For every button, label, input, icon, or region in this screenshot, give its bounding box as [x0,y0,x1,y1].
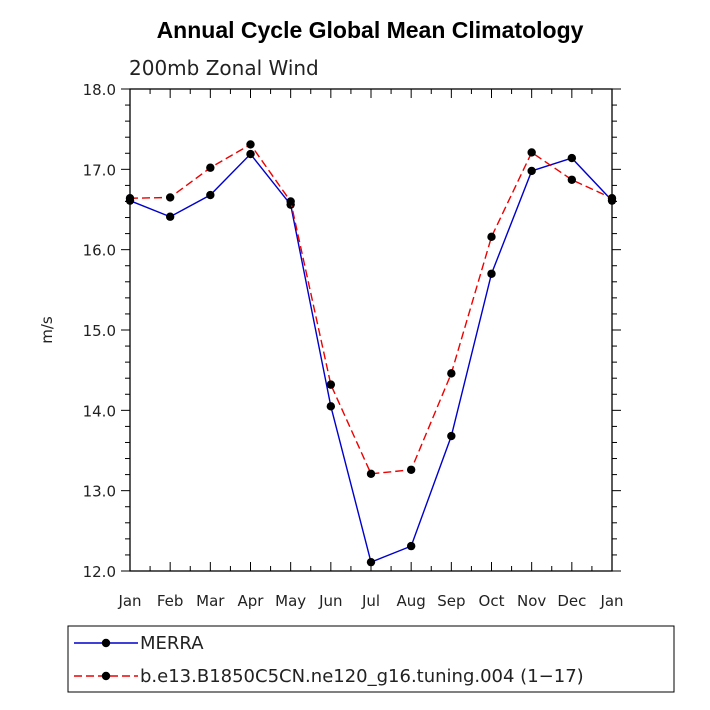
data-point [125,194,135,203]
data-point [487,269,496,278]
plot-frame [129,88,613,572]
x-tick-label: Nov [517,592,546,610]
data-point [366,557,376,567]
x-tick-label: Jun [318,592,342,610]
data-point [246,149,255,159]
legend-label: MERRA [140,633,204,654]
x-tick-label: Oct [479,592,505,610]
data-point [286,197,295,206]
series-line [129,143,613,475]
x-tick-label: Feb [157,592,184,610]
data-point [447,369,456,378]
data-point [366,469,376,478]
data-point [406,541,416,551]
y-tick-label: 18.0 [83,81,116,99]
legend-label: b.e13.B1850C5CN.ne120_g16.tuning.004 (1−… [140,666,584,687]
x-tick-label: Aug [397,592,426,610]
data-point [567,153,577,163]
chart-subtitle: 200mb Zonal Wind [129,56,319,80]
y-tick-label: 14.0 [83,402,116,420]
data-point [206,190,215,200]
data-point [527,148,536,157]
data-point [487,232,496,242]
data-point [447,431,456,441]
data-point [165,193,175,202]
x-tick-label: May [275,592,306,610]
data-point [527,166,536,176]
x-tick-label: Jan [599,592,623,610]
series-2 [125,140,617,478]
legend-marker [101,671,111,681]
series-layer [125,140,617,567]
x-tick-label: Jan [117,592,141,610]
y-tick-label: 12.0 [83,563,116,581]
data-point [165,212,175,221]
data-point [246,140,255,149]
legend-marker [101,638,111,648]
legend-box [67,625,675,693]
x-tick-label: Sep [437,592,465,610]
y-axis-label: m/s [38,316,56,344]
x-tick-label: Apr [238,592,265,610]
data-point [206,163,215,172]
data-point [326,402,336,411]
legend: MERRA b.e13.B1850C5CN.ne120_g16.tuning.00… [74,633,584,687]
x-tick-label: Dec [557,592,586,610]
data-point [326,380,336,389]
data-point [567,175,577,184]
x-tick-labels: Jan Feb Mar Apr May Jun Jul Aug Sep Oct Nov Dec Jan [117,592,623,610]
series-1 [125,149,617,567]
x-tick-label: Jul [361,592,380,610]
series-line [129,153,613,564]
y-tick-label: 17.0 [83,161,116,179]
x-tick-label: Mar [196,592,225,610]
y-tick-label: 16.0 [83,242,116,260]
y-tick-label: 13.0 [83,483,116,501]
chart-title: Annual Cycle Global Mean Climatology [157,17,584,43]
data-point [607,194,617,203]
y-tick-label: 15.0 [83,322,116,340]
data-point [406,465,416,474]
y-tick-labels: 12.0 13.0 14.0 15.0 16.0 17.0 18.0 [83,81,116,581]
axis-ticks [121,88,621,572]
